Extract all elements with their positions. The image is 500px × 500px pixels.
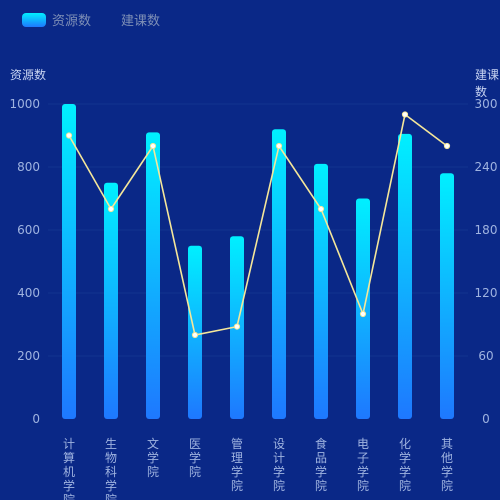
x-axis-label: 文学院 bbox=[147, 436, 159, 479]
bar[interactable] bbox=[104, 182, 118, 419]
bar[interactable] bbox=[398, 133, 412, 420]
y-tick-right-label: 240 bbox=[475, 160, 498, 174]
legend-label-line: 建课数 bbox=[121, 14, 161, 29]
y-tick-left-label: 0 bbox=[32, 412, 40, 426]
y-tick-right-label: 0 bbox=[482, 412, 490, 426]
x-axis-label: 生物科学院 bbox=[105, 437, 117, 500]
legend-swatch-bar bbox=[22, 12, 46, 27]
line-point[interactable] bbox=[443, 142, 451, 150]
legend: 资源数 建课数 bbox=[22, 10, 160, 29]
y-axis-right-ticks: 0 60 120 180 240 300 bbox=[475, 97, 498, 426]
line-point[interactable] bbox=[359, 310, 367, 318]
x-axis-label: 管理学院 bbox=[231, 436, 243, 493]
bar[interactable] bbox=[62, 104, 76, 419]
x-axis-label: 电子学院 bbox=[357, 437, 369, 493]
y-tick-left-label: 1000 bbox=[9, 97, 40, 111]
bar[interactable] bbox=[356, 198, 370, 420]
x-axis-label: 其他学院 bbox=[441, 437, 453, 493]
x-axis-label: 化学学院 bbox=[399, 437, 411, 493]
x-axis-label: 设计学院 bbox=[273, 437, 285, 493]
bar-series bbox=[62, 104, 454, 420]
bar[interactable] bbox=[440, 173, 454, 419]
line-path bbox=[68, 113, 448, 336]
legend-item-bar[interactable]: 资源数 bbox=[22, 10, 91, 29]
y-tick-left-label: 200 bbox=[17, 349, 40, 363]
x-axis-label: 医学院 bbox=[189, 437, 201, 479]
line-points bbox=[65, 111, 451, 339]
y-axis-left-ticks: 0 200 400 600 800 1000 bbox=[9, 97, 40, 426]
x-axis-labels: 计算机学院 生物科学院 文学院 医学院 管理学院 设计学院 食品学院 电子学院 化学学院 其他学院 bbox=[63, 436, 453, 500]
y-tick-right-label: 60 bbox=[478, 349, 493, 363]
bar[interactable] bbox=[272, 129, 286, 419]
x-axis-label: 食品学院 bbox=[315, 436, 327, 493]
y-tick-right-label: 120 bbox=[475, 286, 498, 300]
y-tick-left-label: 400 bbox=[17, 286, 40, 300]
legend-label-bar: 资源数 bbox=[52, 14, 92, 29]
line-point[interactable] bbox=[275, 142, 283, 150]
line-point[interactable] bbox=[107, 205, 115, 213]
line-point[interactable] bbox=[65, 132, 73, 139]
y-tick-right-label: 180 bbox=[475, 223, 498, 237]
line-point[interactable] bbox=[317, 205, 325, 213]
x-axis-label: 计算机学院 bbox=[63, 437, 75, 500]
bar[interactable] bbox=[146, 132, 160, 419]
line-point[interactable] bbox=[149, 142, 157, 150]
y-tick-left-label: 800 bbox=[17, 160, 40, 174]
line-series bbox=[68, 113, 448, 336]
y-axis-left-title: 资源数 bbox=[10, 68, 47, 82]
line-point[interactable] bbox=[191, 331, 199, 339]
bar[interactable] bbox=[314, 163, 328, 419]
y-axis-right-title: 建课数 bbox=[475, 68, 500, 99]
y-tick-left-label: 600 bbox=[17, 223, 40, 237]
line-point[interactable] bbox=[233, 323, 241, 330]
line-point[interactable] bbox=[401, 111, 409, 118]
legend-item-line[interactable]: 建课数 bbox=[121, 10, 160, 29]
y-tick-right-label: 300 bbox=[475, 97, 498, 111]
